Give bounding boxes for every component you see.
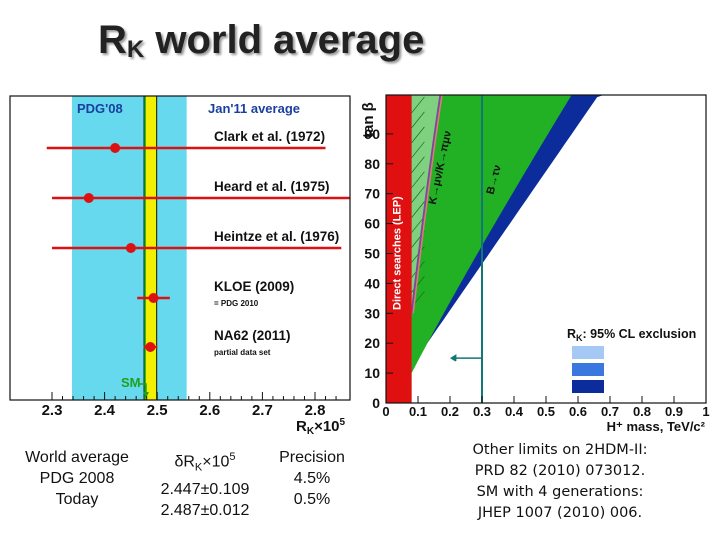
note-line: JHEP 1007 (2010) 006.	[477, 505, 643, 521]
hatch-line	[411, 171, 425, 188]
chart-subtitle: RK=2.487(12)×10−5	[585, 121, 693, 141]
y-tick-label: 70	[364, 186, 380, 202]
legend-swatch	[572, 380, 604, 393]
note-line: SM with 4 generations:	[476, 484, 644, 500]
y-tick-label: 80	[364, 156, 380, 172]
x-tick-label: 0.2	[441, 404, 459, 419]
table-precision-pdg2008: 4.5%	[293, 470, 331, 487]
y-tick-label: 0	[372, 395, 380, 411]
hatch-line	[411, 111, 425, 129]
note-line: PRD 82 (2010) 073012.	[474, 463, 646, 479]
x-tick-label: 0.9	[665, 404, 683, 419]
bsg-excluded-label: excluded	[425, 372, 475, 386]
table-header-precision: Precision	[279, 449, 345, 466]
x-tick-label: 0.7	[601, 404, 619, 419]
x-tick-label: 0.1	[409, 404, 427, 419]
btau-excluded-region	[392, 95, 572, 403]
average-band-label: Jan'11 average	[208, 101, 300, 116]
y-tick-label: 20	[364, 335, 380, 351]
x-axis-label: H⁺ mass, TeV/c²	[607, 419, 706, 434]
x-tick-label: 2.3	[42, 402, 63, 419]
table-header-drk: δRK×105	[174, 451, 236, 474]
y-tick-label: 30	[364, 305, 380, 321]
x-axis-label: RK×105	[296, 417, 346, 437]
data-point	[145, 342, 156, 352]
x-tick-label: 0.8	[633, 404, 651, 419]
table-value-pdg2008: 2.447±0.109	[160, 480, 250, 498]
y-tick-label: 10	[364, 365, 380, 381]
bsg-label: b→sγ	[425, 357, 458, 371]
data-point	[125, 243, 136, 253]
x-tick-label: 1	[702, 404, 709, 419]
point-label: Heintze et al. (1976)	[214, 229, 339, 244]
table-precision-today: 0.5%	[293, 491, 331, 508]
table-column-rk: δRK×105 2.447±0.109 2.487±0.012	[150, 447, 260, 521]
lep-excluded-region	[386, 95, 412, 403]
slide-title: RK world average	[98, 18, 425, 63]
x-tick-label: 0	[382, 404, 389, 419]
other-limits-notes: Other limits on 2HDM-II: PRD 82 (2010) 0…	[436, 440, 684, 524]
y-tick-label: 40	[364, 275, 380, 291]
table-row-today: Today	[55, 491, 99, 508]
kmu-boundary	[410, 94, 442, 314]
table-row-pdg2008: PDG 2008	[39, 470, 115, 487]
legend-label: Δ13 = 1 × 10⁻⁴	[609, 380, 689, 394]
x-tick-label: 0.6	[569, 404, 587, 419]
point-label: Clark et al. (1972)	[214, 129, 325, 144]
table-header-world-average: World average	[25, 449, 129, 466]
hatch-line	[411, 201, 425, 218]
legend-swatch	[572, 346, 604, 359]
x-tick-label: 2.5	[147, 402, 168, 419]
point-label: NA62 (2011)	[214, 328, 291, 343]
x-tick-label: 2.7	[252, 402, 273, 419]
y-tick-label: 60	[364, 216, 380, 232]
kmu-boundary-2	[412, 94, 443, 314]
chart-title: 2HDM-II	[648, 107, 700, 123]
data-point	[148, 293, 159, 303]
x-tick-label: 0.4	[505, 404, 524, 419]
y-axis-label: tan β	[360, 102, 377, 138]
hatch-line	[411, 96, 425, 114]
hatch-line	[411, 141, 425, 159]
data-point	[83, 193, 94, 203]
plot-frame	[9, 95, 351, 401]
y-tick-label: 50	[364, 245, 380, 261]
table-column-label: World average PDG 2008 Today	[12, 447, 142, 510]
x-tick-label: 2.6	[199, 402, 220, 419]
point-label: Heard et al. (1975)	[214, 179, 330, 194]
table-column-precision: Precision 4.5% 0.5%	[270, 447, 354, 510]
data-point	[110, 143, 121, 153]
point-note: = PDG 2010	[214, 299, 259, 308]
note-line: Other limits on 2HDM-II:	[472, 442, 648, 458]
sm-arrow-head	[143, 392, 149, 398]
pdg-band-label: PDG'08	[77, 101, 123, 116]
bsg-arrow-head	[450, 354, 457, 363]
hatch-line	[411, 156, 425, 173]
legend-title: RK: 95% CL exclusion	[567, 327, 696, 343]
y-tick-label: 90	[364, 126, 380, 142]
x-tick-label: 0.5	[537, 404, 555, 419]
hatch-line	[411, 186, 425, 203]
point-label: KLOE (2009)	[214, 279, 294, 294]
x-tick-label: 2.4	[94, 402, 116, 419]
x-tick-label: 2.8	[305, 402, 326, 419]
point-note: partial data set	[214, 348, 271, 357]
kmu-excluded-region	[411, 95, 441, 314]
lep-label: Direct searches (LEP)	[391, 196, 403, 310]
table-value-today: 2.487±0.012	[160, 501, 250, 519]
x-tick-label: 0.3	[473, 404, 491, 419]
legend-label: Δ13 = 5 × 10⁻⁴	[609, 363, 689, 377]
legend-swatch	[572, 363, 604, 376]
legend-label: Λ13 = 1 × 10⁻³	[609, 346, 688, 360]
hatch-line	[411, 126, 425, 144]
sm-label: SM	[121, 375, 141, 390]
